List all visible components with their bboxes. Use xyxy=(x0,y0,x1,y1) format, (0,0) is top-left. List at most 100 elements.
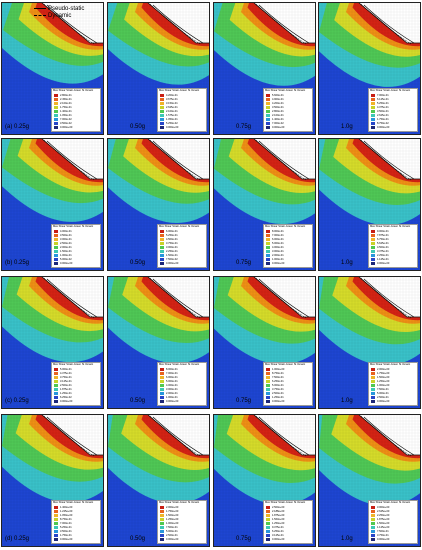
legend-value: 2.100e-01 xyxy=(166,110,178,113)
legend-swatch xyxy=(371,534,375,537)
legend-value: 1.250e+00 xyxy=(166,518,179,521)
legend-swatch xyxy=(54,518,58,521)
legend-value: 4.000e-01 xyxy=(60,230,72,233)
legend-value: 0.000e+00 xyxy=(272,126,285,129)
legend-swatch xyxy=(266,400,270,403)
legend-value: 1.225e+00 xyxy=(60,510,73,513)
legend-value: 2.250e+00 xyxy=(377,514,390,517)
legend-swatch xyxy=(54,538,58,541)
legend-swatch xyxy=(371,372,375,375)
panel-label: (c) 0.25g xyxy=(5,398,29,404)
legend-value: 4.500e-01 xyxy=(377,246,389,249)
legend-value: 2.800e-01 xyxy=(272,110,284,113)
legend-swatch xyxy=(266,102,270,105)
panel-label: 0.50g xyxy=(130,124,146,130)
legend-value: 6.250e-01 xyxy=(272,380,284,383)
strain-panel: Max Shear Strain-Green St Venant 4.000e-0… xyxy=(1,138,104,271)
colorbar-legend: Max Shear Strain-Green St Venant 3.000e+0… xyxy=(368,500,418,544)
legend-swatch xyxy=(266,392,270,395)
legend-swatch xyxy=(266,110,270,113)
legend-title: Max Shear Strain-Green St Venant xyxy=(370,363,411,366)
legend-swatch xyxy=(371,234,375,237)
strain-panel: Max Shear Strain-Green St Venant 3.000e+0… xyxy=(318,414,421,547)
legend-swatch xyxy=(371,538,375,541)
key-item: Dynamic xyxy=(34,12,84,19)
legend-value: 2.625e+00 xyxy=(377,510,390,513)
legend-value: 7.500e-01 xyxy=(272,376,284,379)
legend-value: 0.000e+00 xyxy=(272,538,285,541)
legend-swatch xyxy=(160,122,164,125)
legend-swatch xyxy=(266,380,270,383)
legend-value: 3.750e-01 xyxy=(60,376,72,379)
legend-value: 2.250e-01 xyxy=(166,250,178,253)
legend-value: 3.150e-01 xyxy=(166,102,178,105)
legend-value: 5.250e-02 xyxy=(166,122,178,125)
panel-label: (a) 0.25g xyxy=(5,124,30,130)
legend-swatch xyxy=(54,368,58,371)
legend-value: 7.000e-02 xyxy=(272,122,284,125)
legend-value: 0.000e+00 xyxy=(377,400,390,403)
legend-swatch xyxy=(54,530,58,533)
legend-swatch xyxy=(266,238,270,241)
legend-value: 2.450e-01 xyxy=(60,98,72,101)
legend-swatch xyxy=(160,110,164,113)
legend-value: 9.000e-01 xyxy=(377,230,389,233)
legend-swatch xyxy=(54,230,58,233)
legend-swatch xyxy=(160,506,164,509)
legend-swatch xyxy=(160,230,164,233)
legend-value: 1.050e-01 xyxy=(166,118,178,121)
strain-panel: Max Shear Strain-Green St Venant 4.200e-0… xyxy=(107,2,210,135)
legend-value: 3.125e-01 xyxy=(60,380,72,383)
strain-panel: Max Shear Strain-Green St Venant 1.000e+0… xyxy=(213,276,316,409)
legend-swatch xyxy=(266,254,270,257)
legend-swatch xyxy=(54,102,58,105)
colorbar-legend: Max Shear Strain-Green St Venant 1.400e+0… xyxy=(51,500,101,544)
legend-swatch xyxy=(266,122,270,125)
legend-swatch xyxy=(54,122,58,125)
colorbar-legend: Max Shear Strain-Green St Venant 2.000e+0… xyxy=(157,500,207,544)
legend-value: 1.050e-01 xyxy=(60,114,72,117)
legend-value: 2.500e-01 xyxy=(377,396,389,399)
legend-value: 1.575e-01 xyxy=(166,114,178,117)
legend-value: 0.000e+00 xyxy=(60,126,73,129)
legend-swatch xyxy=(160,254,164,257)
legend-swatch xyxy=(54,242,58,245)
legend-swatch xyxy=(371,118,375,121)
legend-title: Max Shear Strain-Green St Venant xyxy=(370,225,411,228)
legend-value: 5.600e-01 xyxy=(272,94,284,97)
legend-value: 3.375e-01 xyxy=(377,250,389,253)
legend-swatch xyxy=(371,98,375,101)
panel-label: 0.50g xyxy=(130,260,146,266)
legend-swatch xyxy=(54,392,58,395)
panel-label: 1.0g xyxy=(341,398,353,404)
legend-value: 0.000e+00 xyxy=(166,262,179,265)
panel-label: 0.75g xyxy=(236,124,252,130)
legend-swatch xyxy=(54,384,58,387)
key-item: Pseudo-static xyxy=(34,5,84,12)
legend-value: 4.375e-01 xyxy=(60,372,72,375)
legend-value: 0.000e+00 xyxy=(377,262,390,265)
legend-swatch xyxy=(160,384,164,387)
legend-swatch xyxy=(371,510,375,513)
legend-value: 7.000e-01 xyxy=(272,234,284,237)
legend-value: 0.000e+00 xyxy=(60,538,73,541)
legend-value: 3.000e-01 xyxy=(166,246,178,249)
legend-value: 5.250e-01 xyxy=(166,234,178,237)
legend-swatch xyxy=(266,372,270,375)
legend-swatch xyxy=(160,126,164,129)
legend-swatch xyxy=(54,400,58,403)
legend-title: Max Shear Strain-Green St Venant xyxy=(265,501,306,504)
legend-value: 5.250e-01 xyxy=(377,102,389,105)
legend-swatch xyxy=(371,122,375,125)
colorbar-legend: Max Shear Strain-Green St Venant 5.600e-0… xyxy=(263,88,313,132)
legend-swatch xyxy=(160,380,164,383)
legend-swatch xyxy=(160,372,164,375)
colorbar-legend: Max Shear Strain-Green St Venant 2.000e+0… xyxy=(368,362,418,406)
legend-value: 3.500e-02 xyxy=(60,122,72,125)
legend-value: 2.500e+00 xyxy=(272,506,285,509)
legend-title: Max Shear Strain-Green St Venant xyxy=(159,225,200,228)
legend-value: 7.000e-01 xyxy=(377,94,389,97)
legend-swatch xyxy=(160,400,164,403)
legend-value: 2.000e-01 xyxy=(60,246,72,249)
